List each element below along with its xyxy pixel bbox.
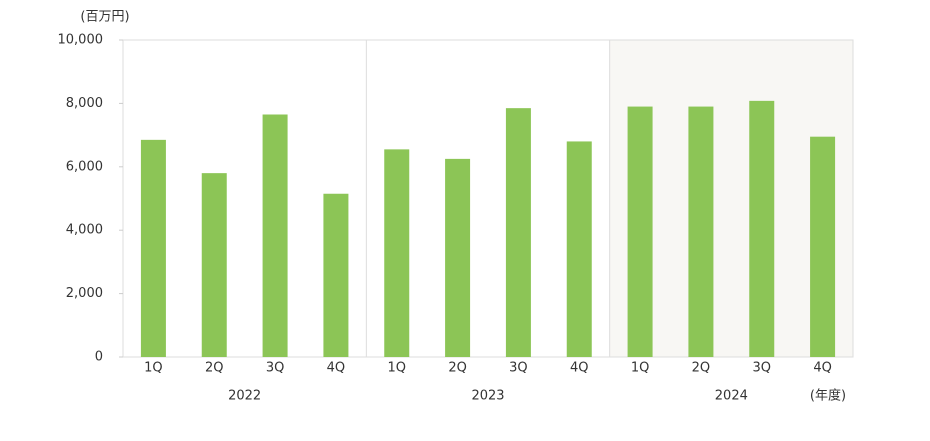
group-label: 2023 xyxy=(471,389,504,404)
y-tick-label: 8,000 xyxy=(66,96,103,111)
x-unit: (年度) xyxy=(810,388,846,404)
bar xyxy=(262,114,288,358)
y-tick-label: 0 xyxy=(95,350,103,365)
x-tick-label: 4Q xyxy=(327,361,346,376)
x-tick-label: 4Q xyxy=(813,361,832,376)
y-tick-label: 6,000 xyxy=(66,159,103,174)
bar xyxy=(505,108,531,357)
bar xyxy=(810,136,836,357)
bar xyxy=(201,173,227,357)
x-tick-label: 1Q xyxy=(144,361,163,376)
y-tick-label: 2,000 xyxy=(66,286,103,301)
x-tick-label: 3Q xyxy=(266,361,285,376)
group-label: 2024 xyxy=(715,389,748,404)
x-tick-label: 1Q xyxy=(631,361,650,376)
x-tick-label: 2Q xyxy=(692,361,711,376)
bar xyxy=(384,149,410,357)
x-tick-label: 3Q xyxy=(509,361,528,376)
bar xyxy=(688,106,714,357)
bar xyxy=(323,193,349,357)
bar xyxy=(445,158,471,357)
bar xyxy=(627,106,653,357)
bar xyxy=(749,100,775,357)
x-tick-label: 3Q xyxy=(752,361,771,376)
group-label: 2022 xyxy=(228,389,261,404)
bar xyxy=(566,141,592,357)
x-tick-label: 1Q xyxy=(387,361,406,376)
y-unit: (百万円) xyxy=(80,10,129,25)
x-tick-label: 2Q xyxy=(448,361,467,376)
x-tick-label: 4Q xyxy=(570,361,589,376)
x-tick-label: 2Q xyxy=(205,361,224,376)
plot-frame xyxy=(122,39,854,358)
y-tick-label: 10,000 xyxy=(58,33,104,48)
y-tick-label: 4,000 xyxy=(66,223,103,238)
bar xyxy=(140,139,166,357)
